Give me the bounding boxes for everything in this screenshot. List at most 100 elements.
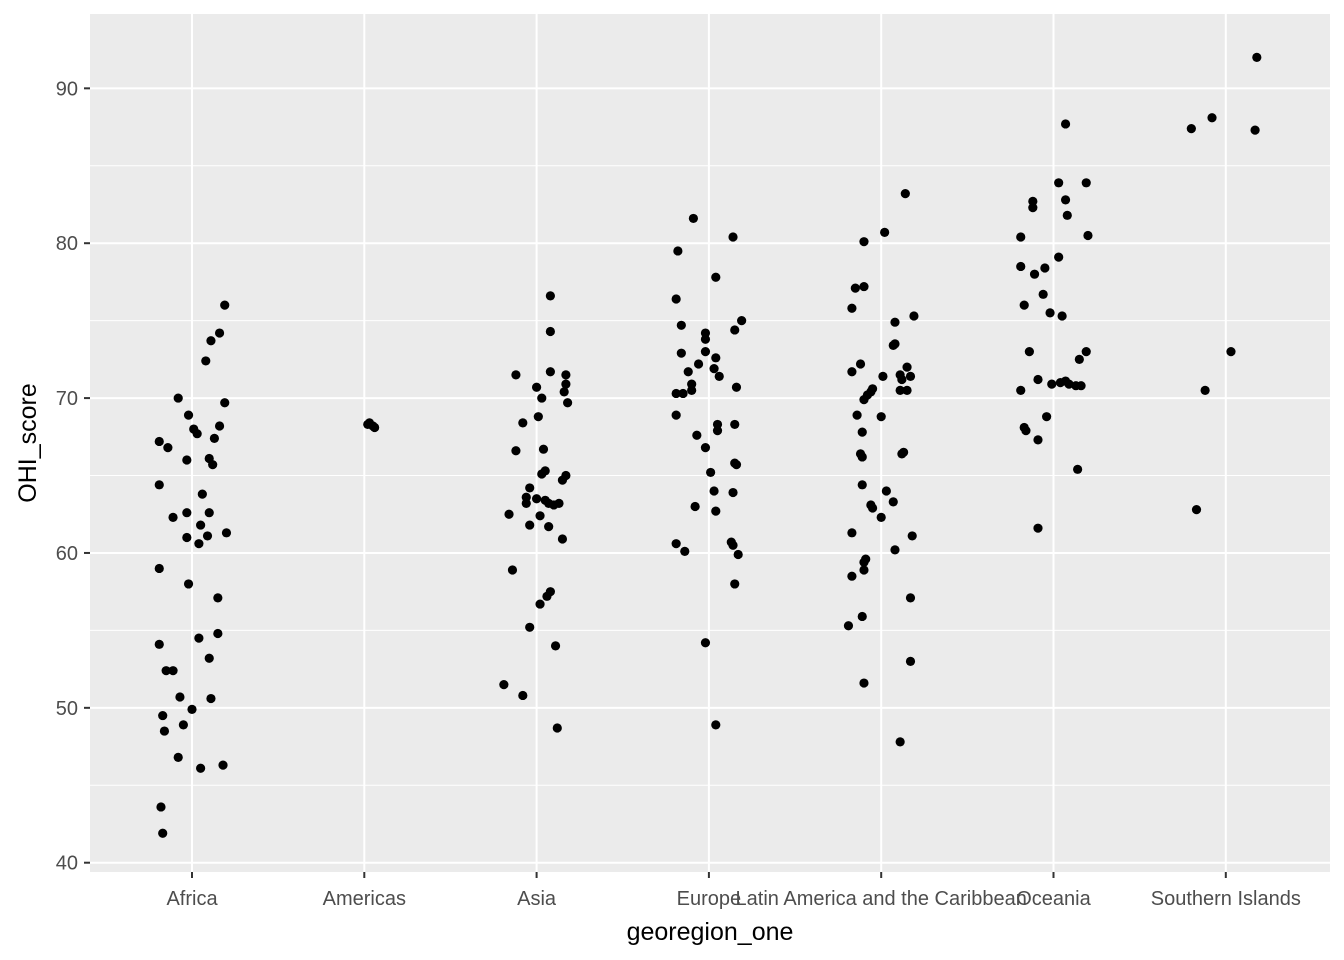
data-point xyxy=(676,320,686,330)
data-point xyxy=(847,367,857,377)
data-point xyxy=(173,393,183,403)
data-point xyxy=(156,802,166,812)
data-point xyxy=(525,622,535,632)
data-point xyxy=(731,382,742,392)
data-point xyxy=(728,232,738,242)
data-point xyxy=(671,294,681,304)
data-point xyxy=(859,565,869,575)
data-point xyxy=(847,571,857,581)
data-point xyxy=(1073,464,1083,474)
data-point xyxy=(712,426,723,436)
data-point xyxy=(888,340,898,351)
data-point xyxy=(1024,347,1034,357)
data-point xyxy=(1028,202,1038,213)
data-point xyxy=(1055,377,1065,388)
data-point xyxy=(1207,113,1217,123)
data-point xyxy=(1045,308,1055,318)
data-point xyxy=(538,444,549,454)
data-point xyxy=(1016,385,1026,395)
data-point xyxy=(859,281,869,292)
data-point xyxy=(1057,311,1067,321)
data-point xyxy=(159,726,170,736)
data-point xyxy=(709,364,719,374)
data-point xyxy=(728,487,738,498)
data-point xyxy=(1226,347,1236,357)
data-point xyxy=(706,467,716,478)
data-point xyxy=(206,693,216,704)
data-point xyxy=(676,348,686,358)
x-tick-label: Europe xyxy=(677,888,742,910)
data-point xyxy=(711,720,721,730)
y-tick-label: 90 xyxy=(56,78,78,100)
data-point xyxy=(876,512,886,522)
data-point xyxy=(544,522,554,532)
data-point xyxy=(890,545,900,555)
data-point xyxy=(847,303,857,313)
data-point xyxy=(852,410,862,420)
data-point xyxy=(1021,426,1031,436)
data-point xyxy=(204,653,214,663)
data-point xyxy=(876,412,886,422)
data-point xyxy=(1038,289,1048,299)
data-point xyxy=(154,563,164,574)
data-point xyxy=(843,621,854,631)
data-point xyxy=(557,534,568,544)
data-point xyxy=(700,443,711,453)
data-point xyxy=(857,480,867,490)
data-point xyxy=(196,763,206,773)
data-point xyxy=(1250,125,1260,135)
y-axis: 40 50 60 70 80 90 xyxy=(56,78,90,875)
data-point xyxy=(525,520,535,530)
data-point xyxy=(690,501,700,512)
data-point xyxy=(905,656,916,666)
data-point xyxy=(194,633,204,643)
data-point xyxy=(187,704,197,714)
data-point xyxy=(511,446,521,456)
data-point xyxy=(859,395,869,405)
data-point xyxy=(554,498,564,509)
data-point xyxy=(730,325,740,335)
data-point xyxy=(678,388,688,399)
data-point xyxy=(550,641,561,651)
data-point xyxy=(194,539,204,549)
data-point xyxy=(504,509,514,519)
data-point xyxy=(905,371,916,382)
x-tick-label: Latin America and the Caribbean xyxy=(736,888,1027,910)
data-point xyxy=(535,599,545,609)
data-point xyxy=(196,520,206,530)
data-point xyxy=(902,385,912,395)
data-point xyxy=(671,388,681,399)
data-point xyxy=(687,385,697,395)
data-point xyxy=(895,737,905,747)
data-point xyxy=(220,300,230,310)
data-point xyxy=(859,678,869,688)
data-point xyxy=(857,427,867,437)
data-point xyxy=(731,460,742,470)
data-point xyxy=(1040,263,1050,273)
data-point xyxy=(545,367,555,377)
data-point xyxy=(733,549,743,560)
data-point xyxy=(1060,119,1071,129)
data-point xyxy=(1054,252,1064,262)
data-point xyxy=(168,666,178,676)
data-point xyxy=(878,371,888,382)
data-point xyxy=(499,680,509,690)
data-point xyxy=(370,422,380,433)
data-point xyxy=(714,371,724,382)
data-point xyxy=(518,418,528,428)
data-point xyxy=(197,489,207,499)
data-point xyxy=(213,628,223,639)
data-point xyxy=(545,291,555,301)
data-point xyxy=(525,483,535,493)
data-point xyxy=(183,579,194,589)
data-point xyxy=(1074,354,1084,364)
data-point xyxy=(158,828,168,838)
data-point xyxy=(683,367,693,377)
data-point xyxy=(895,385,905,395)
data-point xyxy=(850,283,860,293)
data-point xyxy=(900,189,910,199)
data-point xyxy=(859,557,869,567)
data-point xyxy=(218,760,228,770)
data-point xyxy=(730,579,740,589)
